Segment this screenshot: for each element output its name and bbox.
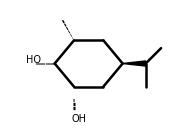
Text: OH: OH (71, 114, 86, 124)
Polygon shape (123, 61, 146, 66)
Text: HO: HO (27, 55, 42, 65)
